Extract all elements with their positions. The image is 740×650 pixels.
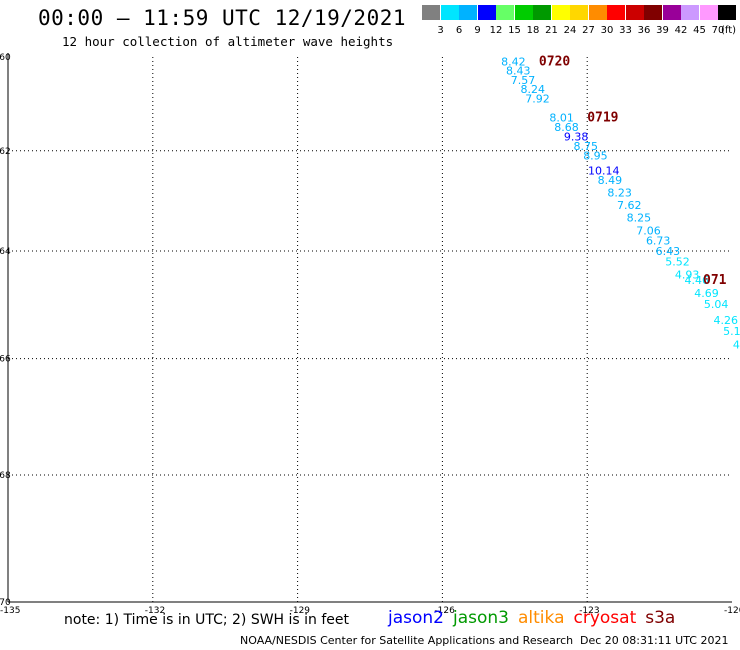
longitude-tick-label: -132 — [145, 606, 165, 616]
wave-height-reading: 5.04 — [704, 298, 729, 311]
units-note: note: 1) Time is in UTC; 2) SWH is in fe… — [64, 612, 350, 628]
wave-height-reading: 4 — [733, 339, 740, 352]
wave-height-reading: 8.49 — [598, 174, 623, 187]
wave-height-reading: 4.93 — [675, 269, 700, 282]
wave-height-reading: 8.68 — [554, 121, 579, 134]
longitude-tick-label: -126 — [434, 606, 455, 616]
wave-height-reading: 7.92 — [525, 92, 550, 105]
latitude-tick-label: -70 — [0, 598, 11, 608]
colorbar-swatch — [459, 5, 477, 20]
colorbar-label: 39 — [656, 25, 669, 36]
colorbar-swatch — [477, 5, 496, 20]
colorbar-swatch — [699, 5, 718, 20]
colorbar-label: 70 — [711, 25, 725, 36]
colorbar-swatch — [607, 5, 625, 20]
colorbar-unit: (ft) — [720, 25, 737, 36]
colorbar-label: 3 — [437, 25, 444, 36]
colorbar-swatch — [440, 5, 459, 20]
wave-height-reading: 6.73 — [646, 235, 671, 248]
colorbar-swatch — [662, 5, 681, 20]
colorbar-swatch — [533, 5, 551, 20]
colorbar-swatch — [514, 5, 533, 20]
wave-height-reading: 4.69 — [694, 287, 719, 300]
colorbar-label: 30 — [600, 25, 614, 36]
wave-height-reading: 7.62 — [617, 199, 642, 212]
wave-height-reading: 4.26 — [714, 314, 739, 327]
wave-height-reading: 8.95 — [583, 150, 608, 163]
latitude-tick-label: -64 — [0, 247, 11, 257]
colorbar-label: 15 — [508, 25, 521, 36]
colorbar-label: 33 — [619, 25, 632, 36]
generated-timestamp: Dec 20 08:31:11 UTC 2021 — [580, 634, 729, 647]
colorbar-swatch — [551, 5, 570, 20]
latitude-tick-label: -68 — [0, 471, 11, 481]
longitude-tick-label: -123 — [579, 606, 599, 616]
pass-time-label: 0719 — [587, 110, 618, 125]
colorbar-swatch — [496, 5, 514, 20]
colorbar-label: 45 — [693, 25, 706, 36]
legend-altika: altika — [518, 608, 565, 628]
wave-height-reading: 8.01 — [549, 111, 574, 124]
latitude-tick-label: -66 — [0, 355, 11, 365]
wave-height-reading: 8.43 — [506, 65, 531, 78]
colorbar-swatch — [570, 5, 588, 20]
latitude-tick-label: -62 — [0, 147, 11, 157]
colorbar-swatch — [422, 5, 440, 20]
colorbar-label: 18 — [526, 25, 540, 36]
colorbar-label: 6 — [455, 25, 463, 36]
colorbar-label: 42 — [674, 25, 688, 36]
wave-height-reading: 8.42 — [501, 56, 526, 69]
colorbar-label: 12 — [489, 25, 503, 36]
colorbar-swatch — [644, 5, 662, 20]
colorbar-swatch — [588, 5, 607, 20]
wave-height-reading: 8.75 — [574, 140, 599, 153]
wave-height-reading: 8.25 — [627, 212, 652, 225]
longitude-tick-label: -129 — [290, 606, 311, 616]
map-title: 00:00 – 11:59 UTC 12/19/2021 — [38, 6, 407, 30]
wave-height-reading: 5.1 — [723, 325, 740, 338]
colorbar-label: 27 — [582, 25, 595, 36]
wave-height-reading: 6.43 — [656, 245, 681, 258]
legend-jason2: jason2 — [388, 608, 444, 628]
longitude-tick-label: -120 — [724, 606, 740, 616]
colorbar-swatch — [681, 5, 699, 20]
colorbar-label: 36 — [637, 25, 651, 36]
wave-height-reading: 8.24 — [520, 83, 545, 96]
wave-height-reading: 8.23 — [607, 187, 632, 200]
wave-height-reading: 5.52 — [665, 255, 690, 268]
legend-cryosat: cryosat — [573, 608, 637, 628]
colorbar-label: 9 — [474, 25, 481, 36]
colorbar-swatch — [718, 5, 736, 20]
credit-line: NOAA/NESDIS Center for Satellite Applica… — [240, 634, 574, 647]
wave-height-reading: 10.14 — [588, 164, 620, 177]
wave-height-reading: 7.57 — [511, 74, 536, 87]
latitude-tick-label: -60 — [0, 53, 11, 63]
colorbar-label: 24 — [563, 25, 577, 36]
longitude-tick-label: -135 — [0, 606, 20, 616]
colorbar-swatch — [625, 5, 644, 20]
colorbar-label: 21 — [545, 25, 558, 36]
pass-time-label: 0720 — [539, 55, 570, 70]
legend-jason3: jason3 — [453, 608, 509, 628]
pass-time-label: 071 — [703, 273, 727, 288]
wave-height-reading: 9.38 — [564, 130, 589, 143]
wave-height-reading: 7.06 — [636, 224, 661, 237]
wave-height-reading: 4.46 — [685, 274, 710, 287]
map-subtitle: 12 hour collection of altimeter wave hei… — [62, 34, 394, 49]
legend-s3a: s3a — [645, 608, 676, 628]
satellite-legend: jason2 jason3 altika cryosat s3a — [388, 608, 684, 628]
